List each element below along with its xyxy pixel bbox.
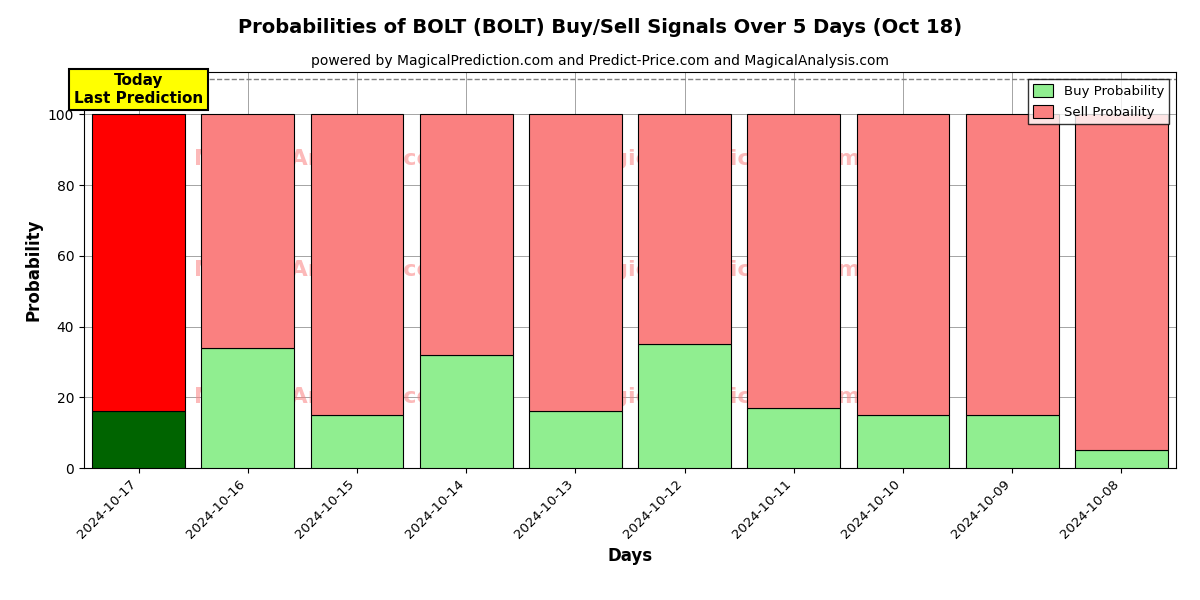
Text: MagicalPrediction.com: MagicalPrediction.com — [575, 387, 860, 407]
Text: MagicalAnalysis.com: MagicalAnalysis.com — [193, 149, 455, 169]
Bar — [638, 344, 731, 468]
Text: Probabilities of BOLT (BOLT) Buy/Sell Signals Over 5 Days (Oct 18): Probabilities of BOLT (BOLT) Buy/Sell Si… — [238, 18, 962, 37]
Bar — [420, 115, 512, 355]
Bar — [529, 115, 622, 412]
Bar — [638, 115, 731, 344]
Text: powered by MagicalPrediction.com and Predict-Price.com and MagicalAnalysis.com: powered by MagicalPrediction.com and Pre… — [311, 54, 889, 68]
Bar — [1075, 115, 1168, 451]
Bar — [966, 415, 1058, 468]
Text: Today
Last Prediction: Today Last Prediction — [74, 73, 203, 106]
Bar — [966, 115, 1058, 415]
Bar — [529, 412, 622, 468]
Bar — [857, 115, 949, 415]
Bar — [311, 415, 403, 468]
Bar — [857, 415, 949, 468]
Y-axis label: Probability: Probability — [24, 219, 42, 321]
Bar — [748, 115, 840, 408]
Bar — [420, 355, 512, 468]
Bar — [202, 348, 294, 468]
Bar — [748, 408, 840, 468]
Text: MagicalAnalysis.com: MagicalAnalysis.com — [193, 260, 455, 280]
X-axis label: Days: Days — [607, 547, 653, 565]
Bar — [202, 115, 294, 348]
Bar — [92, 412, 185, 468]
Bar — [1075, 451, 1168, 468]
Text: MagicalPrediction.com: MagicalPrediction.com — [575, 149, 860, 169]
Text: MagicalPrediction.com: MagicalPrediction.com — [575, 260, 860, 280]
Legend: Buy Probability, Sell Probaility: Buy Probability, Sell Probaility — [1028, 79, 1170, 124]
Text: MagicalAnalysis.com: MagicalAnalysis.com — [193, 387, 455, 407]
Bar — [311, 115, 403, 415]
Bar — [92, 115, 185, 412]
